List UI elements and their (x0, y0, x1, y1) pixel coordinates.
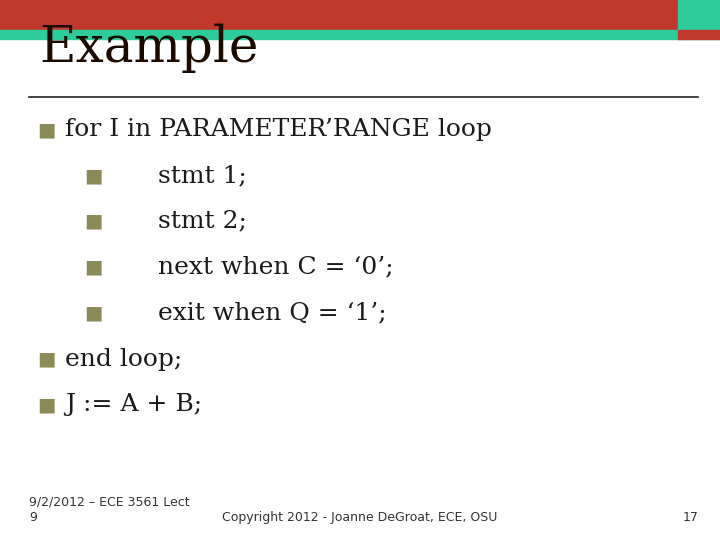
Text: stmt 2;: stmt 2; (158, 210, 247, 233)
Bar (678, 30, 720, 39)
Text: next when C = ‘0’;: next when C = ‘0’; (158, 256, 394, 279)
Text: ■: ■ (84, 212, 103, 231)
Bar (0, 30, 720, 39)
Text: Example: Example (40, 23, 259, 73)
Text: 17: 17 (683, 511, 698, 524)
Text: ■: ■ (37, 349, 56, 369)
Text: ■: ■ (37, 395, 56, 415)
Text: exit when Q = ‘1’;: exit when Q = ‘1’; (158, 302, 387, 325)
Text: 9/2/2012 – ECE 3561 Lect
9: 9/2/2012 – ECE 3561 Lect 9 (29, 496, 189, 524)
Text: ■: ■ (84, 303, 103, 323)
Text: ■: ■ (84, 166, 103, 185)
Text: stmt 1;: stmt 1; (158, 164, 247, 187)
Text: ■: ■ (84, 258, 103, 277)
Text: J := A + B;: J := A + B; (65, 394, 202, 416)
Text: ■: ■ (37, 120, 56, 139)
Text: end loop;: end loop; (65, 348, 182, 370)
Text: Copyright 2012 - Joanne DeGroat, ECE, OSU: Copyright 2012 - Joanne DeGroat, ECE, OS… (222, 511, 498, 524)
Text: for I in PARAMETER’RANGE loop: for I in PARAMETER’RANGE loop (65, 118, 492, 141)
Bar (678, 0, 720, 30)
Bar (0, 0, 720, 30)
